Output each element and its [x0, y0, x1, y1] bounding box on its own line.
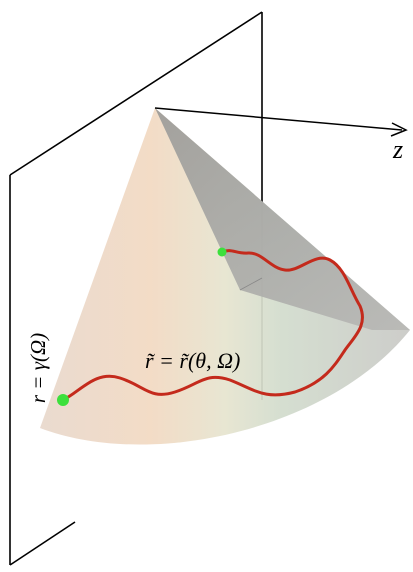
curve	[62, 249, 364, 402]
cone-cut	[155, 108, 410, 330]
plane-edge	[9, 11, 263, 176]
axis-label: z	[392, 135, 403, 164]
cut-edge	[239, 277, 263, 291]
plane-label: r = γ(Ω)	[26, 333, 50, 403]
endpoint	[57, 394, 69, 406]
cone	[40, 108, 410, 445]
curve-label: r̃ = r̃(θ, Ω)	[145, 348, 240, 373]
z-axis	[154, 107, 403, 131]
endpoint	[217, 247, 227, 257]
arrowhead	[390, 122, 408, 137]
plane-edge	[9, 521, 76, 566]
